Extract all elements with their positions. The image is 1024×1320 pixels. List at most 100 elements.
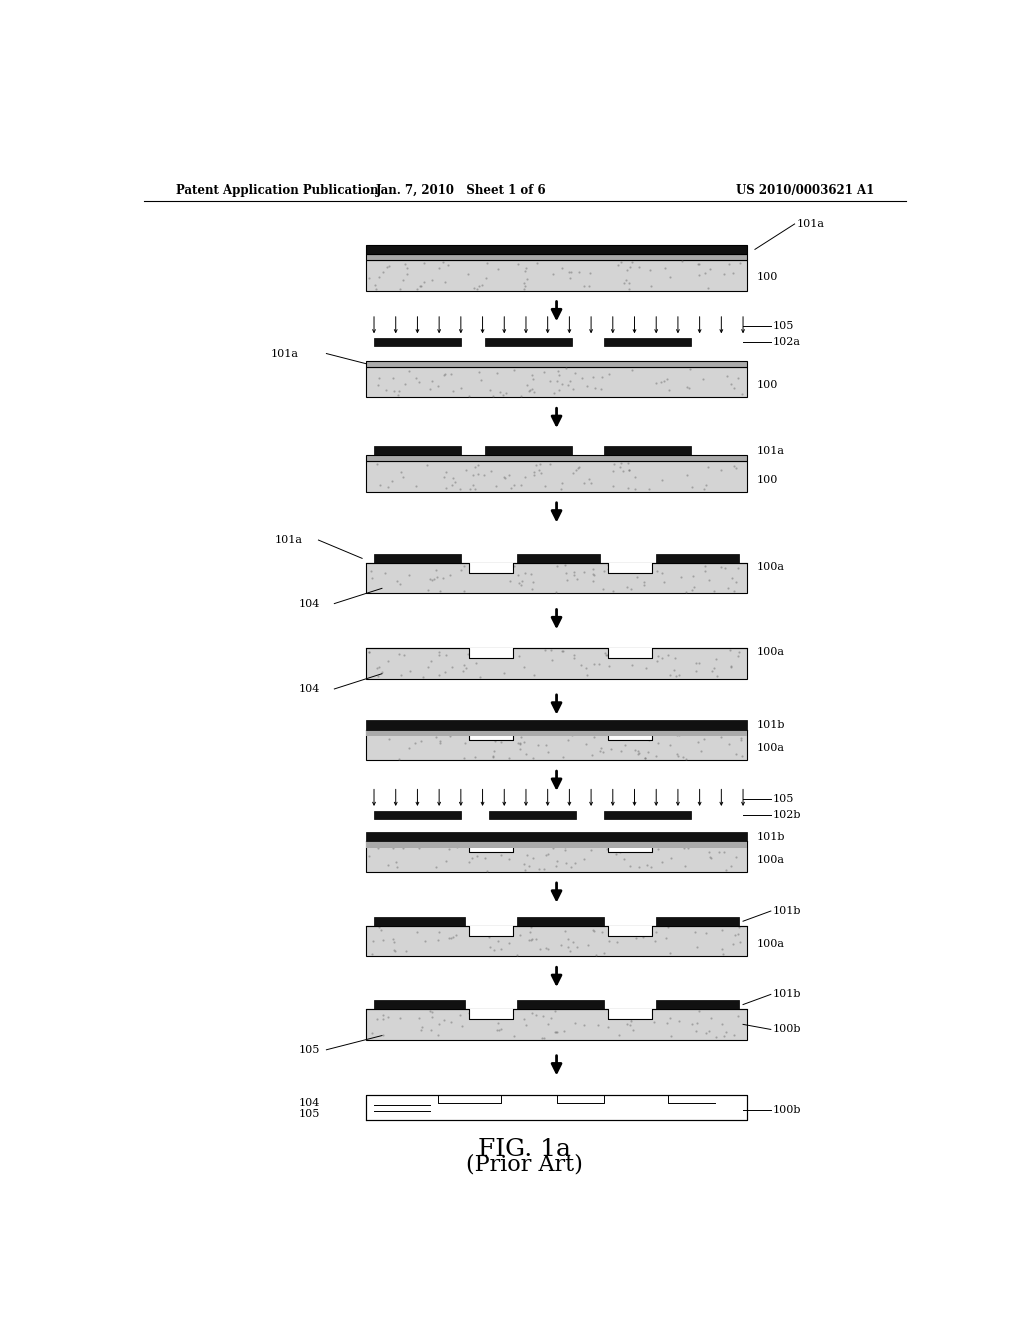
Point [424, 1002, 440, 1023]
Point [678, 748, 694, 770]
Point [579, 376, 595, 397]
Point [526, 465, 543, 486]
Point [567, 362, 584, 383]
Point [684, 579, 700, 601]
Point [618, 269, 635, 290]
Bar [608, 925, 651, 936]
Point [375, 1005, 391, 1026]
Text: 100b: 100b [772, 1024, 801, 1035]
Bar [367, 1094, 748, 1119]
Point [467, 457, 483, 478]
Point [659, 1012, 676, 1034]
Point [370, 375, 386, 396]
Point [521, 380, 538, 401]
Point [623, 855, 639, 876]
Point [722, 639, 738, 660]
Point [728, 743, 744, 764]
Point [364, 944, 380, 965]
Point [690, 264, 707, 285]
Point [624, 1011, 640, 1032]
Text: 101b: 101b [757, 719, 785, 730]
Point [689, 936, 706, 957]
Point [559, 375, 575, 396]
Point [714, 1014, 730, 1035]
Point [360, 268, 377, 289]
Point [719, 366, 735, 387]
Point [570, 457, 587, 478]
Point [667, 647, 683, 668]
Point [566, 565, 583, 586]
Point [690, 253, 707, 275]
Point [470, 463, 486, 484]
Point [461, 385, 477, 407]
Point [614, 461, 631, 482]
Point [431, 642, 447, 663]
Point [424, 569, 440, 590]
Point [659, 916, 676, 937]
Point [575, 1014, 592, 1035]
Point [557, 358, 573, 379]
Point [557, 836, 573, 857]
Point [671, 665, 687, 686]
Bar [655, 916, 739, 925]
Point [526, 664, 543, 685]
Point [385, 929, 401, 950]
Point [637, 747, 653, 768]
Point [524, 572, 541, 593]
Point [362, 560, 379, 581]
Point [431, 733, 447, 754]
Point [653, 647, 670, 668]
Point [612, 741, 629, 762]
Point [546, 383, 562, 404]
Point [518, 1014, 535, 1035]
Point [493, 731, 509, 752]
Point [504, 920, 520, 941]
Point [475, 465, 492, 486]
Point [447, 924, 464, 945]
Point [723, 657, 739, 678]
Point [440, 255, 457, 276]
Point [565, 462, 582, 483]
Point [516, 731, 532, 752]
Point [456, 581, 472, 602]
Point [523, 917, 540, 939]
Point [540, 742, 556, 763]
Point [391, 380, 408, 401]
Point [516, 272, 532, 293]
Bar [517, 1001, 604, 1008]
Bar [604, 810, 691, 818]
Point [413, 1019, 429, 1040]
Text: 105: 105 [772, 321, 794, 331]
Point [492, 381, 508, 403]
Bar [608, 841, 651, 851]
Point [637, 721, 653, 742]
Point [569, 936, 586, 957]
Bar [517, 554, 600, 562]
Point [609, 931, 626, 952]
Point [686, 577, 702, 598]
Point [596, 942, 612, 964]
Point [398, 263, 415, 284]
Point [687, 921, 703, 942]
Point [659, 644, 676, 665]
Point [700, 277, 717, 298]
Point [716, 1026, 732, 1047]
Point [431, 1014, 447, 1035]
Point [419, 454, 435, 475]
Point [514, 570, 530, 591]
Point [622, 256, 638, 277]
Point [636, 574, 652, 595]
Bar [367, 1008, 748, 1040]
Point [557, 853, 573, 874]
Point [564, 931, 581, 952]
Text: 101b: 101b [757, 832, 785, 842]
Point [522, 929, 539, 950]
Point [375, 1024, 391, 1045]
Point [512, 738, 528, 759]
Point [543, 639, 559, 660]
Point [531, 459, 548, 480]
Point [482, 379, 499, 400]
Bar [367, 244, 748, 253]
Point [409, 367, 425, 388]
Point [371, 267, 387, 288]
